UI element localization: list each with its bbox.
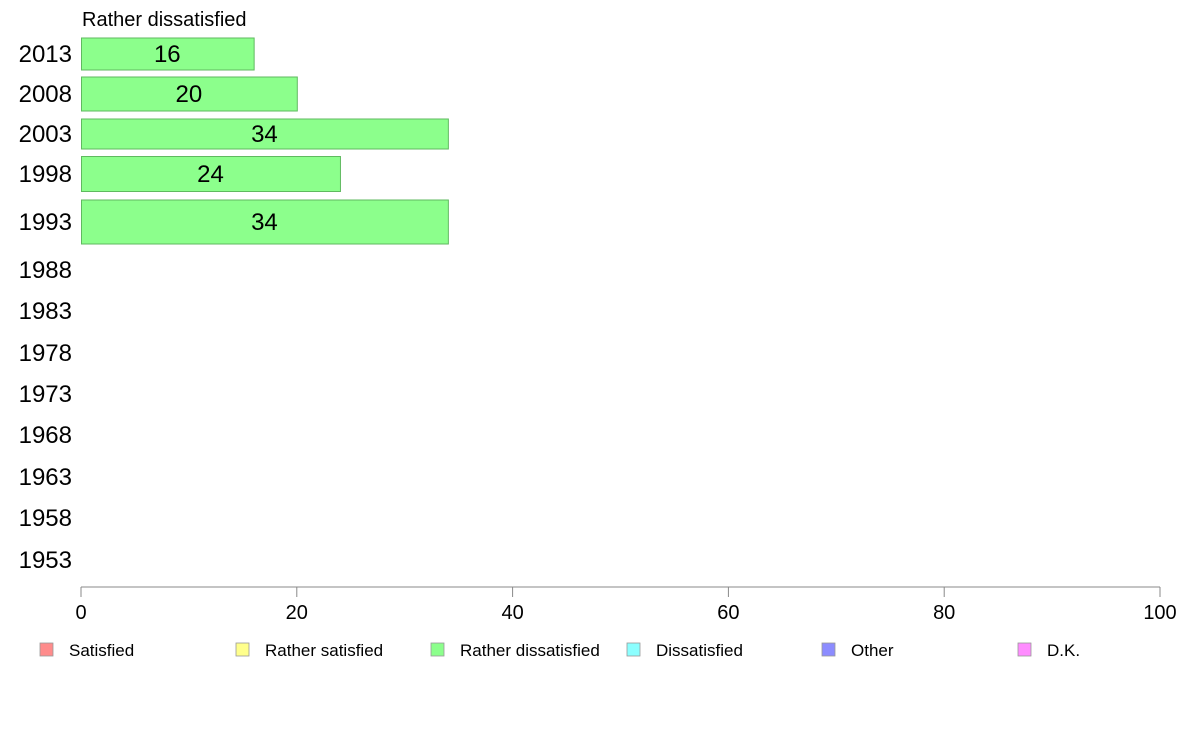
legend-swatch-d-k (1017, 642, 1032, 657)
data-label-1993: 34 (251, 209, 278, 236)
y-tick-label-2008: 2008 (19, 81, 72, 108)
bar-2013 (81, 37, 255, 71)
x-tick-label-100: 100 (1143, 602, 1176, 624)
y-tick-label-1998: 1998 (19, 161, 72, 188)
x-tick-label-80: 80 (933, 602, 955, 624)
legend-swatch-dissatisfied (626, 642, 641, 657)
legend-label-rather-satisfied: Rather satisfied (265, 641, 383, 660)
legend-swatch-rather-satisfied (235, 642, 250, 657)
y-tick-label-1993: 1993 (19, 209, 72, 236)
y-tick-label-1988: 1988 (19, 257, 72, 284)
y-tick-label-2003: 2003 (19, 121, 72, 148)
x-tick-label-20: 20 (286, 602, 308, 624)
legend-label-other: Other (851, 641, 894, 660)
y-tick-label-1983: 1983 (19, 298, 72, 325)
legend-swatch-satisfied (39, 642, 54, 657)
bar-2008 (81, 76, 298, 112)
legend-label-dissatisfied: Dissatisfied (656, 641, 743, 660)
legend-label-rather-dissatisfied: Rather dissatisfied (460, 641, 600, 660)
y-tick-label-1973: 1973 (19, 381, 72, 408)
legend-swatch-other (821, 642, 836, 657)
chart-title: Rather dissatisfied (82, 9, 247, 31)
data-label-2003: 34 (251, 121, 278, 148)
x-tick-label-0: 0 (75, 602, 86, 624)
y-tick-label-1953: 1953 (19, 547, 72, 574)
data-label-2013: 16 (154, 41, 181, 68)
y-tick-label-1978: 1978 (19, 340, 72, 367)
x-tick-label-60: 60 (717, 602, 739, 624)
bar-1998 (81, 156, 341, 192)
data-label-2008: 20 (176, 81, 203, 108)
legend-swatch-rather-dissatisfied (430, 642, 445, 657)
y-tick-label-1968: 1968 (19, 422, 72, 449)
x-tick-label-40: 40 (501, 602, 523, 624)
bar-2003 (81, 118, 449, 150)
legend-label-satisfied: Satisfied (69, 641, 134, 660)
legend: Satisfied Rather satisfied Rather dissatis… (39, 641, 1080, 660)
y-tick-label-1958: 1958 (19, 505, 72, 532)
y-tick-label-1963: 1963 (19, 464, 72, 491)
y-axis-labels: 2013 2008 2003 1998 1993 1988 1983 1978 1973 1968… (19, 41, 72, 574)
legend-label-d-k: D.K. (1047, 641, 1080, 660)
y-tick-label-2013: 2013 (19, 41, 72, 68)
data-label-1998: 24 (197, 161, 224, 188)
bar-1993 (81, 199, 449, 245)
bars: 16 20 34 24 34 (81, 37, 449, 245)
x-axis: 0 20 40 60 80 100 (75, 586, 1177, 624)
